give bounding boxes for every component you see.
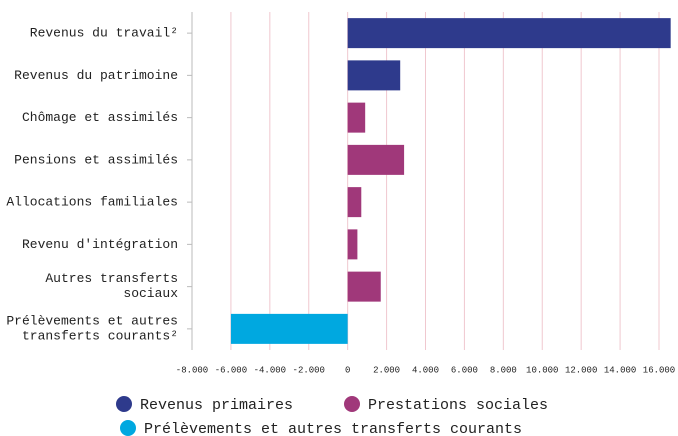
bar <box>347 18 671 49</box>
x-tick-label: -4.000 <box>254 365 286 375</box>
legend-swatch <box>344 396 360 412</box>
y-tick-label: Chômage et assimilés <box>22 110 178 125</box>
y-tick-label: Autres transferts sociaux <box>45 272 178 302</box>
bar <box>347 187 362 218</box>
bar <box>347 271 381 302</box>
legend-label: Prestations sociales <box>368 397 548 414</box>
y-tick-label: Pensions et assimilés <box>14 152 178 167</box>
bar <box>347 144 405 175</box>
x-tick-label: -6.000 <box>215 365 247 375</box>
x-tick-label: 12.000 <box>565 365 597 375</box>
x-tick-label: 16.000 <box>643 365 675 375</box>
y-tick-label: Revenu d'intégration <box>22 237 178 252</box>
x-tick-label: 14.000 <box>604 365 636 375</box>
bar <box>347 102 366 133</box>
x-tick-label: -8.000 <box>176 365 208 375</box>
x-tick-label: -2.000 <box>293 365 325 375</box>
legend-swatch <box>116 396 132 412</box>
x-tick-label: 8.000 <box>490 365 517 375</box>
x-tick-label: 6.000 <box>451 365 478 375</box>
x-tick-label: 10.000 <box>526 365 558 375</box>
x-tick-label: 2.000 <box>373 365 400 375</box>
bar <box>347 60 401 91</box>
legend-swatch <box>120 420 136 436</box>
y-tick-label: Revenus du patrimoine <box>14 68 178 83</box>
y-tick-label: Allocations familiales <box>6 195 178 210</box>
y-tick-label: Prélèvements et autres transferts courant… <box>6 314 178 344</box>
bar <box>347 229 358 260</box>
legend-label: Prélèvements et autres transferts couran… <box>144 421 522 436</box>
bar <box>230 313 348 344</box>
x-tick-label: 4.000 <box>412 365 439 375</box>
y-tick-label: Revenus du travail² <box>30 26 178 41</box>
x-tick-label: 0 <box>345 365 350 375</box>
legend-label: Revenus primaires <box>140 397 293 414</box>
